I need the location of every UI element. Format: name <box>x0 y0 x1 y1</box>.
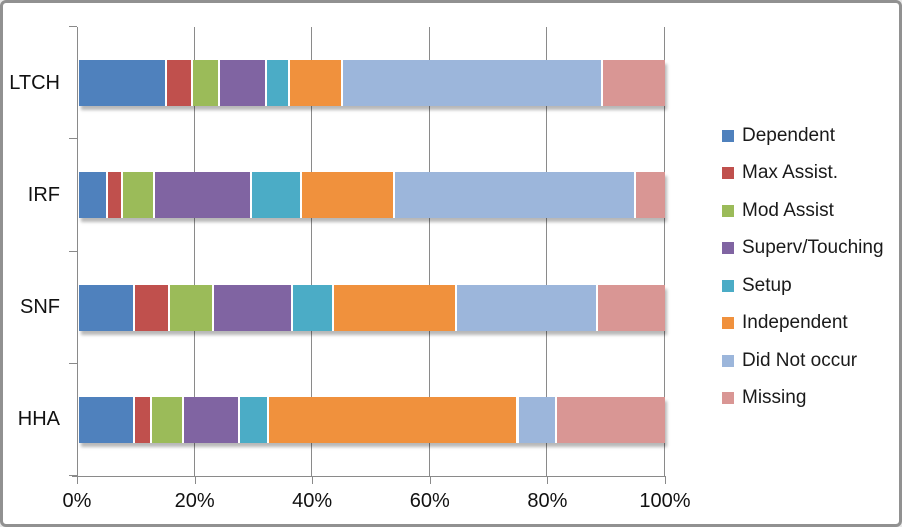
category-label: SNF <box>20 296 60 319</box>
legend-label: Max Assist. <box>742 162 839 184</box>
bar-segment <box>108 172 123 219</box>
bar-row-irf <box>79 139 665 251</box>
bar-segment <box>395 172 636 219</box>
bar-row-ltch <box>79 27 665 139</box>
bar-segment <box>289 60 343 107</box>
bar-segment <box>635 172 665 219</box>
bar-segment <box>155 172 252 219</box>
legend-label: Did Not occur <box>742 349 858 371</box>
stacked-bar-irf <box>79 172 665 219</box>
x-axis-tick <box>547 476 549 484</box>
bar-segment <box>603 60 665 107</box>
bar-segment <box>219 60 267 107</box>
category-label: IRF <box>27 183 60 206</box>
gridline <box>428 27 430 476</box>
legend-label: Setup <box>742 274 792 296</box>
y-axis-tick <box>69 138 77 140</box>
plot-area: 0% 20% 40% 60% 80% 100% <box>63 26 691 512</box>
legend: Dependent Max Assist. Mod Assist Superv/Tou… <box>722 117 884 417</box>
y-axis-tick <box>69 362 77 364</box>
stacked-bar-snf <box>79 284 665 331</box>
x-axis-tick-label: 80% <box>527 490 568 512</box>
bar-segment <box>193 60 220 107</box>
legend-marker-icon <box>722 129 734 142</box>
bar-segment <box>79 60 167 107</box>
bar-segment <box>240 396 270 443</box>
bar-segment <box>597 284 665 331</box>
x-axis-tick-label: 100% <box>639 490 691 512</box>
bar-row-hha <box>79 364 665 476</box>
bar-segment <box>152 396 185 443</box>
legend-marker-icon <box>722 317 734 330</box>
x-axis-tick-label: 20% <box>174 490 215 512</box>
legend-label: Dependent <box>742 124 835 146</box>
stacked-bar-ltch <box>79 60 665 107</box>
bar-segment <box>169 284 214 331</box>
y-axis-tick <box>69 250 77 252</box>
bar-segment <box>518 396 557 443</box>
legend-item: Independent <box>722 305 884 343</box>
bar-segment <box>184 396 241 443</box>
x-axis-tick <box>312 476 314 484</box>
bar-segment <box>556 396 665 443</box>
legend-label: Mod Assist <box>742 199 834 221</box>
bar-segment <box>79 172 109 219</box>
bar-segment <box>134 396 153 443</box>
category-label: HHA <box>17 408 60 431</box>
bar-segment <box>79 284 135 331</box>
bar-segment <box>266 60 290 107</box>
legend-item: Superv/Touching <box>722 230 884 268</box>
x-axis-tick-label: 40% <box>292 490 333 512</box>
bar-segment <box>122 172 156 219</box>
bar-segment <box>292 284 334 331</box>
bar-segment <box>269 396 519 443</box>
bar-segment <box>342 60 604 107</box>
legend-label: Independent <box>742 312 848 334</box>
x-axis-tick-label: 0% <box>62 490 92 512</box>
legend-item: Mod Assist <box>722 192 884 230</box>
legend-item: Did Not occur <box>722 342 884 380</box>
category-axis-labels: LTCH IRF SNF HHA <box>3 27 69 476</box>
bar-segment <box>333 284 457 331</box>
x-axis-tick <box>429 476 431 484</box>
bar-segment <box>213 284 293 331</box>
legend-item: Missing <box>722 380 884 418</box>
bar-segment <box>79 396 135 443</box>
y-axis-line <box>77 27 78 476</box>
legend-item: Dependent <box>722 117 884 155</box>
bar-segment <box>166 60 194 107</box>
bar-segment <box>456 284 598 331</box>
gridline <box>664 27 665 476</box>
legend-label: Superv/Touching <box>742 237 884 259</box>
x-axis-tick <box>194 476 196 484</box>
bar-segment <box>134 284 170 331</box>
x-axis-tick <box>665 476 666 484</box>
legend-item: Setup <box>722 267 884 305</box>
category-label: LTCH <box>9 71 60 94</box>
y-axis-tick <box>69 26 77 27</box>
legend-marker-icon <box>722 167 734 180</box>
stacked-bar-hha <box>79 396 665 443</box>
x-axis-tick-label: 60% <box>409 490 450 512</box>
legend-marker-icon <box>722 392 734 405</box>
gridline <box>311 27 313 476</box>
legend-marker-icon <box>722 204 734 217</box>
gridline <box>193 27 195 476</box>
y-axis-tick <box>69 475 77 476</box>
legend-label: Missing <box>742 387 807 409</box>
legend-marker-icon <box>722 242 734 255</box>
bar-segment <box>301 172 396 219</box>
bar-segment <box>251 172 302 219</box>
legend-item: Max Assist. <box>722 155 884 193</box>
x-axis-line <box>72 476 665 477</box>
gridline <box>546 27 548 476</box>
x-axis-tick <box>77 476 78 484</box>
legend-marker-icon <box>722 279 734 292</box>
legend-marker-icon <box>722 354 734 367</box>
bar-row-snf <box>79 252 665 364</box>
